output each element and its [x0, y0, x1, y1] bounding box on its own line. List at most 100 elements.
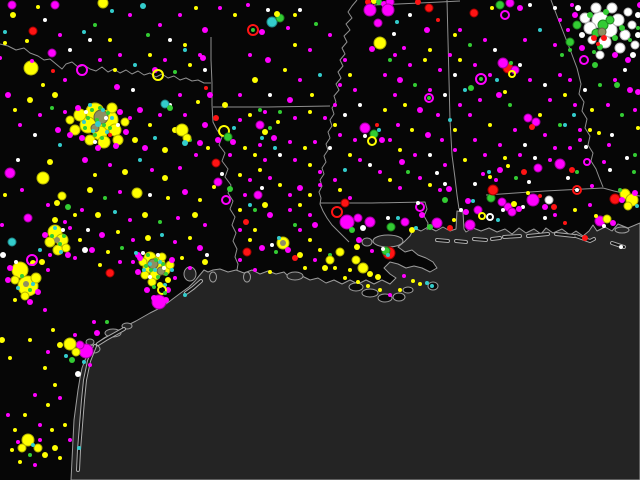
map-dot [259, 29, 265, 35]
map-dot [452, 218, 456, 222]
map-dot [16, 286, 20, 290]
map-dot [511, 201, 517, 207]
map-dot [313, 140, 317, 144]
map-dot [488, 123, 492, 127]
map-dot [113, 68, 117, 72]
map-dot [4, 167, 16, 179]
map-dot [558, 73, 562, 77]
map-dot [98, 263, 102, 267]
map-dot [436, 18, 440, 22]
map-dot [230, 139, 236, 145]
map-dot [44, 236, 56, 248]
map-dot [164, 272, 168, 276]
map-dot [348, 196, 352, 200]
map-dot [202, 122, 208, 128]
map-dot [197, 245, 203, 251]
map-dot [572, 185, 582, 195]
map-dot [278, 183, 282, 187]
map-dot [131, 187, 143, 199]
map-dot [343, 58, 347, 62]
map-dot [58, 143, 62, 147]
map-dot [553, 213, 557, 217]
map-dot [592, 62, 598, 68]
map-dot [13, 428, 17, 432]
map-dot [135, 269, 141, 275]
map-dot [88, 38, 92, 42]
map-dot [553, 6, 557, 10]
map-dot [292, 255, 298, 261]
map-dot [612, 52, 618, 58]
map-dot [207, 92, 213, 98]
map-dot [43, 308, 47, 312]
map-dot [366, 284, 370, 288]
map-dot [205, 253, 209, 257]
map-dot [162, 266, 166, 270]
map-dot [633, 108, 637, 112]
map-dot [271, 135, 277, 141]
map-dot [38, 113, 42, 117]
map-dot [52, 445, 58, 451]
map-dot [91, 129, 95, 133]
map-dot [260, 186, 264, 190]
map-dot [413, 153, 417, 157]
map-dot [101, 108, 105, 112]
map-dot [178, 13, 182, 17]
map-dot [148, 262, 152, 266]
map-dot [440, 138, 444, 142]
map-dot [98, 58, 102, 62]
map-dot [369, 46, 375, 52]
map-dot [635, 204, 639, 208]
map-dot [568, 146, 572, 150]
map-dot [8, 356, 12, 360]
map-dot [313, 258, 317, 262]
map-dot [509, 61, 513, 65]
map-dot [543, 133, 547, 137]
map-dot [620, 113, 624, 117]
map-dot [267, 212, 273, 218]
map-dot [274, 11, 280, 17]
map-dot [635, 89, 640, 95]
map-dot [483, 38, 487, 42]
map-dot [563, 123, 567, 127]
map-dot [333, 178, 337, 182]
map-dot [618, 188, 622, 192]
map-dot [584, 145, 588, 149]
map-dot [93, 173, 97, 177]
map-dot [285, 247, 291, 253]
map-dot [578, 138, 582, 142]
map-dot [33, 393, 37, 397]
map-dot [458, 28, 462, 32]
map-dot [583, 88, 587, 92]
map-dot [428, 153, 432, 157]
map-dot [619, 29, 631, 41]
map-dot [53, 383, 57, 387]
map-dot [106, 250, 110, 254]
map-dot [339, 214, 355, 230]
map-dot [508, 103, 512, 107]
map-dot [142, 145, 148, 151]
map-dot [0, 337, 5, 343]
map-dot [563, 221, 567, 225]
map-dot [137, 255, 143, 261]
map-dot [418, 176, 422, 180]
mississippi-river [318, 0, 358, 243]
map-dot [438, 68, 442, 72]
map-dot [297, 185, 303, 191]
map-dot [94, 330, 100, 336]
map-dot [406, 170, 410, 174]
map-dot [147, 277, 157, 287]
map-dot [419, 212, 425, 218]
map-dot [161, 262, 165, 266]
map-dot [160, 233, 164, 237]
map-dot [277, 236, 281, 240]
map-dot [630, 52, 636, 58]
map-dot [116, 230, 120, 234]
map-dot [602, 214, 612, 224]
map-dot [359, 122, 371, 134]
map-dot [612, 35, 618, 41]
map-dot [566, 28, 570, 32]
map-dot [276, 120, 280, 124]
map-dot [128, 116, 132, 120]
